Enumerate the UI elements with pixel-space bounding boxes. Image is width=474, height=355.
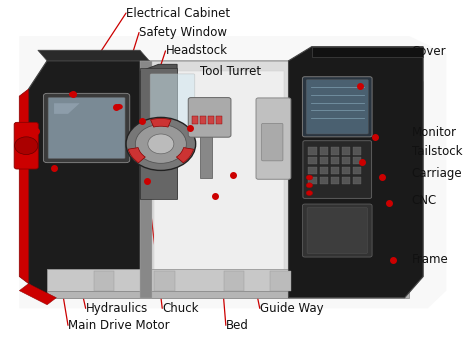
Polygon shape xyxy=(289,47,423,298)
Text: Guide Way: Guide Way xyxy=(260,302,323,315)
Bar xyxy=(342,167,350,174)
Polygon shape xyxy=(47,291,409,298)
Text: Carriage: Carriage xyxy=(411,168,462,180)
Circle shape xyxy=(69,92,76,97)
Bar xyxy=(93,271,114,291)
Bar xyxy=(342,157,350,164)
Bar xyxy=(319,167,328,174)
Text: Headstock: Headstock xyxy=(165,44,228,58)
FancyBboxPatch shape xyxy=(188,98,231,137)
FancyBboxPatch shape xyxy=(150,74,195,136)
Bar xyxy=(192,116,198,125)
Polygon shape xyxy=(312,47,423,57)
Bar xyxy=(154,271,175,291)
Polygon shape xyxy=(19,284,56,305)
Bar xyxy=(201,114,212,178)
Text: Frame: Frame xyxy=(411,253,448,266)
Bar xyxy=(331,157,339,164)
Bar xyxy=(353,177,361,184)
Polygon shape xyxy=(19,36,447,308)
Text: Bed: Bed xyxy=(226,319,249,332)
Circle shape xyxy=(15,137,38,154)
Bar xyxy=(342,147,350,154)
Text: Safety Window: Safety Window xyxy=(139,26,227,39)
Text: Hydraulics: Hydraulics xyxy=(86,302,148,315)
Wedge shape xyxy=(128,148,146,163)
Wedge shape xyxy=(151,119,171,127)
FancyBboxPatch shape xyxy=(302,77,372,137)
FancyBboxPatch shape xyxy=(14,122,38,169)
Bar xyxy=(319,157,328,164)
Bar xyxy=(309,157,317,164)
Bar xyxy=(309,167,317,174)
Bar xyxy=(331,147,339,154)
Polygon shape xyxy=(47,61,423,82)
Text: Main Drive Motor: Main Drive Motor xyxy=(68,319,170,332)
Bar xyxy=(309,147,317,154)
Bar xyxy=(140,61,152,298)
Bar xyxy=(319,177,328,184)
Bar xyxy=(353,147,361,154)
FancyBboxPatch shape xyxy=(306,80,368,134)
FancyBboxPatch shape xyxy=(48,97,125,159)
Circle shape xyxy=(306,183,313,188)
Polygon shape xyxy=(140,64,177,199)
Text: Tailstock: Tailstock xyxy=(411,145,462,158)
Polygon shape xyxy=(154,71,284,277)
Bar xyxy=(208,116,214,125)
Wedge shape xyxy=(176,148,193,163)
Text: CNC: CNC xyxy=(411,194,437,207)
Circle shape xyxy=(126,118,196,170)
Text: Tool Turret: Tool Turret xyxy=(201,65,262,78)
Text: Cover: Cover xyxy=(411,45,446,59)
Bar xyxy=(270,271,291,291)
Circle shape xyxy=(135,125,186,163)
Polygon shape xyxy=(28,61,149,298)
Polygon shape xyxy=(54,103,80,114)
Circle shape xyxy=(306,191,313,196)
Bar xyxy=(331,177,339,184)
Bar xyxy=(342,177,350,184)
Polygon shape xyxy=(149,61,289,298)
FancyBboxPatch shape xyxy=(256,98,291,179)
Bar xyxy=(353,157,361,164)
FancyBboxPatch shape xyxy=(262,124,283,161)
FancyBboxPatch shape xyxy=(44,93,130,163)
Bar xyxy=(353,167,361,174)
FancyBboxPatch shape xyxy=(302,204,372,257)
Circle shape xyxy=(115,104,123,110)
Polygon shape xyxy=(28,61,423,298)
Circle shape xyxy=(306,175,313,180)
Text: Chuck: Chuck xyxy=(162,302,199,315)
Text: Electrical Cabinet: Electrical Cabinet xyxy=(126,7,230,20)
FancyBboxPatch shape xyxy=(303,141,372,198)
Polygon shape xyxy=(38,50,149,61)
Bar xyxy=(224,271,245,291)
Bar xyxy=(200,116,206,125)
Bar xyxy=(319,147,328,154)
Bar xyxy=(47,269,409,291)
FancyBboxPatch shape xyxy=(307,208,367,253)
Circle shape xyxy=(148,134,174,154)
Bar xyxy=(216,116,222,125)
Polygon shape xyxy=(19,89,28,284)
Bar xyxy=(331,167,339,174)
Text: Monitor: Monitor xyxy=(411,126,456,139)
Bar xyxy=(309,177,317,184)
Bar xyxy=(140,68,177,199)
